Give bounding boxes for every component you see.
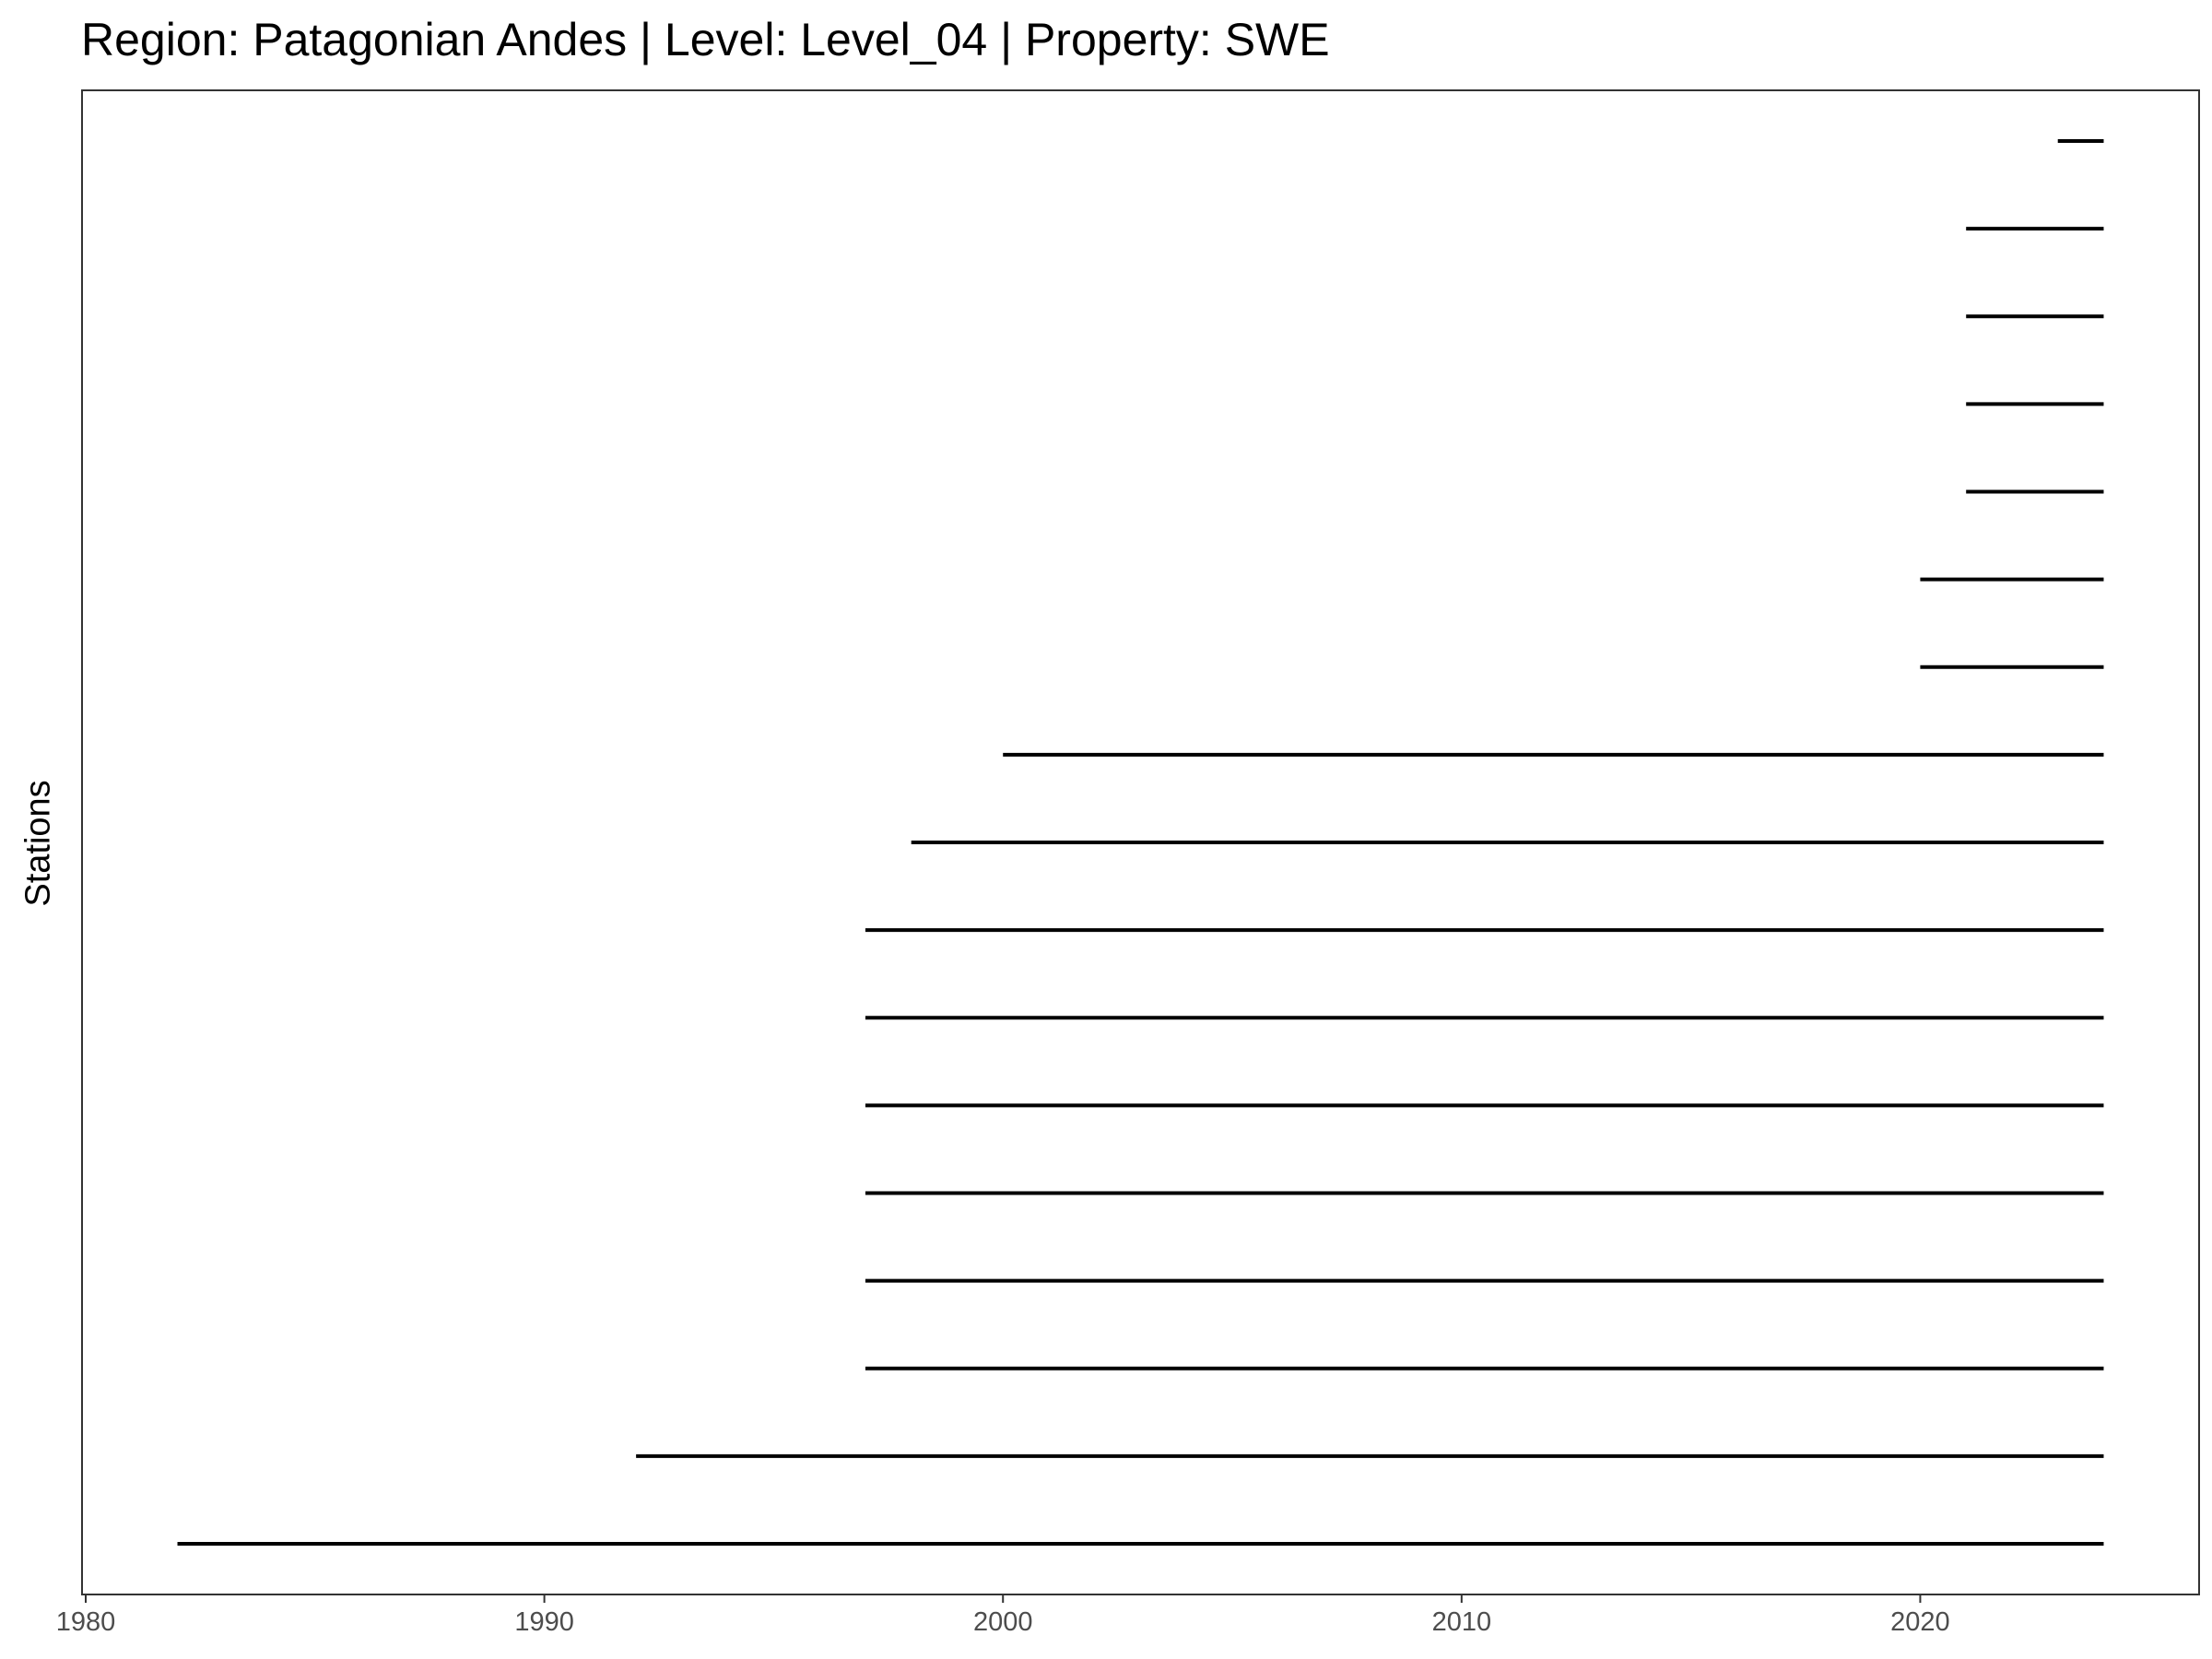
- x-tick-label-2020: 2020: [1890, 1607, 1950, 1637]
- x-tick-label-2000: 2000: [973, 1607, 1033, 1637]
- chart-title: Region: Patagonian Andes | Level: Level_…: [81, 14, 1330, 65]
- segments-layer: [177, 139, 2104, 1546]
- x-tick-label-1980: 1980: [56, 1607, 116, 1637]
- x-tick-label-1990: 1990: [514, 1607, 574, 1637]
- plot-panel-border: [81, 89, 2200, 1595]
- x-axis: 1980 1990 2000 2010 2020: [56, 1594, 1950, 1637]
- x-tick-label-2010: 2010: [1432, 1607, 1492, 1637]
